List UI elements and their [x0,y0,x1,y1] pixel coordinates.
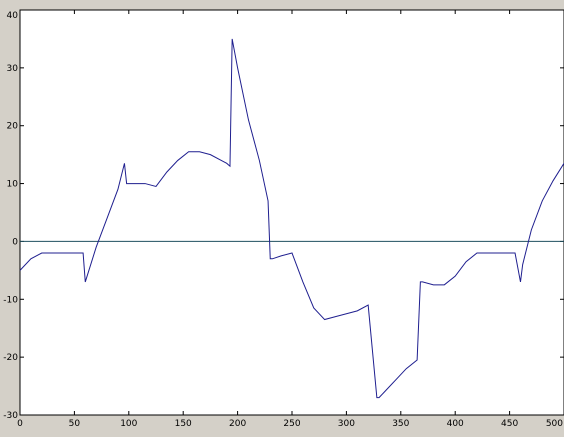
x-tick-label: 0 [17,419,23,429]
x-tick-label: 200 [229,419,246,429]
y-tick-label: 30 [7,64,19,74]
x-tick-label: 100 [120,419,137,429]
y-tick-label: -10 [3,295,18,305]
x-tick-label: 450 [501,419,518,429]
x-tick-label: 400 [447,419,464,429]
x-tick-label: 500 [546,419,563,429]
x-tick-label: 350 [392,419,409,429]
y-tick-label: -20 [3,353,18,363]
series-line [19,38,564,399]
y-tick-label: -30 [3,411,18,421]
plot-area [19,9,564,416]
x-tick-label: 250 [283,419,300,429]
x-tick-label: 50 [69,419,81,429]
y-tick-label: 10 [7,180,19,190]
axis-ticks: 0 50 100 150 200 250 300 350 400 450 500 -30 -20 -10 0… [3,9,564,429]
y-tick-label: 0 [12,237,18,247]
x-tick-label: 150 [175,419,192,429]
x-tick-label: 300 [338,419,355,429]
y-tick-label: 40 [7,11,19,21]
y-tick-label: 20 [7,122,19,132]
